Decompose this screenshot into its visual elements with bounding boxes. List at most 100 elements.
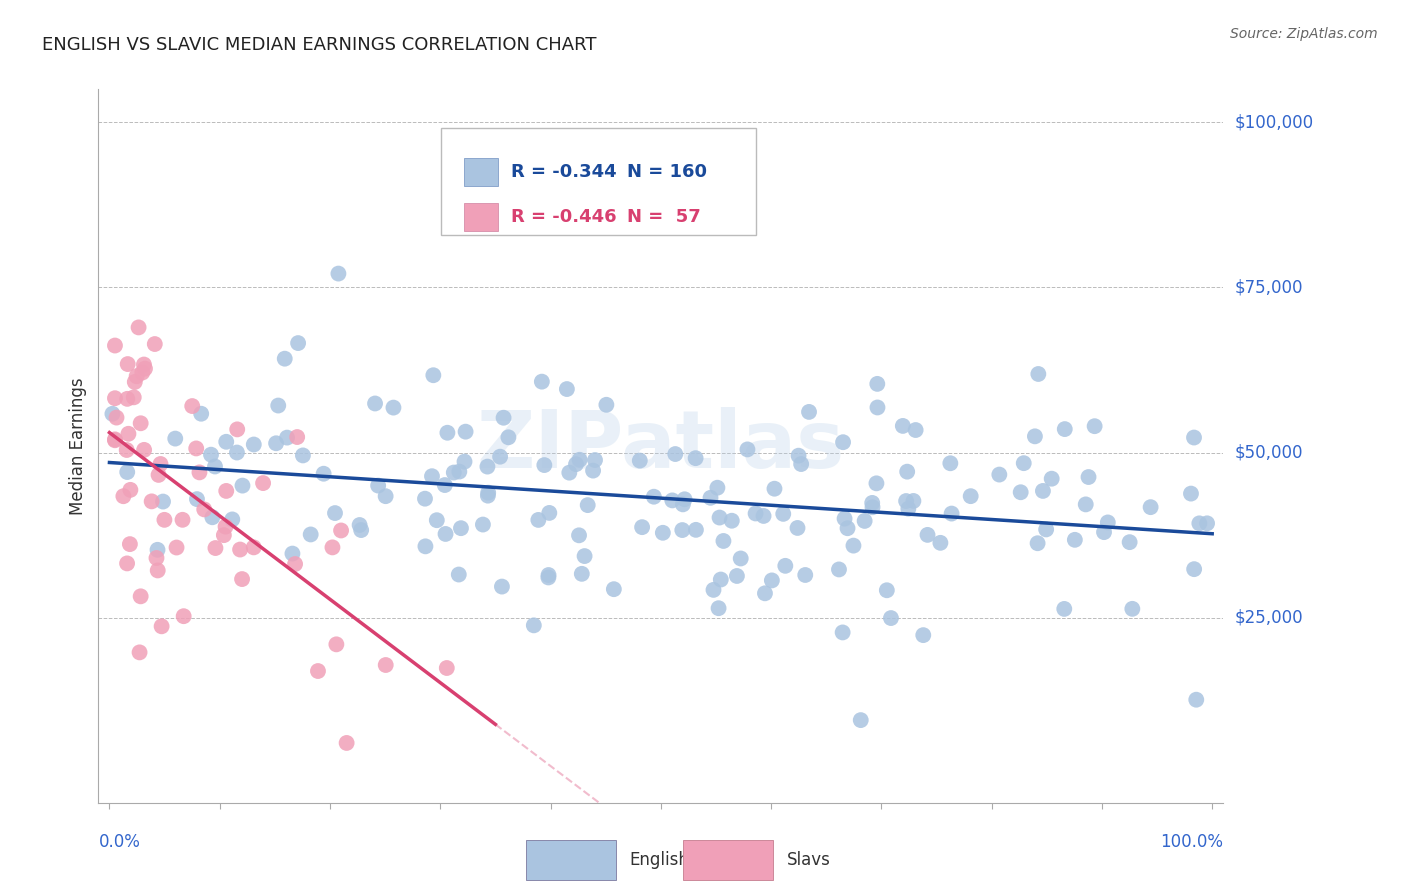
Text: N = 160: N = 160 bbox=[627, 163, 707, 181]
Point bbox=[849, 713, 872, 727]
Point bbox=[433, 478, 456, 492]
Point bbox=[166, 541, 188, 555]
Point bbox=[312, 467, 335, 481]
Point bbox=[912, 628, 935, 642]
Point bbox=[763, 482, 786, 496]
Point bbox=[865, 476, 887, 491]
Point bbox=[894, 494, 917, 508]
Point bbox=[231, 572, 253, 586]
Point bbox=[828, 562, 851, 576]
Point bbox=[350, 523, 373, 537]
Point bbox=[1118, 535, 1140, 549]
Point bbox=[231, 478, 253, 492]
Point bbox=[201, 510, 224, 524]
Text: ENGLISH VS SLAVIC MEDIAN EARNINGS CORRELATION CHART: ENGLISH VS SLAVIC MEDIAN EARNINGS CORREL… bbox=[42, 36, 596, 54]
Point bbox=[186, 492, 208, 507]
Point bbox=[143, 337, 166, 351]
Point bbox=[204, 459, 226, 474]
Point bbox=[1028, 367, 1050, 381]
Text: English: English bbox=[630, 851, 689, 869]
Point bbox=[834, 511, 856, 525]
Point bbox=[422, 368, 444, 383]
Point bbox=[628, 453, 651, 467]
Point bbox=[212, 528, 235, 542]
Point bbox=[555, 382, 578, 396]
Point bbox=[831, 625, 853, 640]
Point bbox=[498, 430, 520, 444]
Text: R = -0.446: R = -0.446 bbox=[512, 208, 617, 226]
Point bbox=[117, 357, 139, 371]
Point bbox=[537, 570, 560, 584]
Point bbox=[837, 521, 859, 535]
Point bbox=[117, 392, 139, 406]
Point bbox=[104, 391, 127, 405]
Point bbox=[190, 407, 212, 421]
Point bbox=[122, 390, 145, 404]
Point bbox=[291, 449, 314, 463]
Point bbox=[725, 569, 748, 583]
Point bbox=[152, 494, 174, 508]
Point bbox=[118, 537, 141, 551]
Point bbox=[1188, 516, 1211, 531]
Point bbox=[252, 476, 274, 491]
Point bbox=[754, 586, 776, 600]
Point bbox=[1010, 485, 1032, 500]
Point bbox=[307, 664, 329, 678]
Point bbox=[568, 452, 591, 467]
Point bbox=[1121, 602, 1143, 616]
Point bbox=[797, 405, 820, 419]
Point bbox=[664, 447, 686, 461]
Point bbox=[891, 418, 914, 433]
Point bbox=[1063, 533, 1085, 547]
Point bbox=[730, 551, 752, 566]
Point bbox=[702, 582, 724, 597]
Point bbox=[1097, 516, 1119, 530]
Text: R = -0.344: R = -0.344 bbox=[512, 163, 617, 181]
Point bbox=[775, 558, 797, 573]
Bar bbox=[526, 840, 616, 880]
Point bbox=[491, 580, 513, 594]
Point bbox=[128, 320, 150, 334]
Point bbox=[323, 506, 346, 520]
Point bbox=[761, 574, 783, 588]
Text: Slavs: Slavs bbox=[787, 851, 831, 869]
Text: $25,000: $25,000 bbox=[1234, 609, 1303, 627]
Point bbox=[1077, 470, 1099, 484]
Point bbox=[1182, 431, 1205, 445]
Point bbox=[530, 375, 553, 389]
Point bbox=[661, 493, 683, 508]
Point bbox=[215, 434, 238, 449]
Point bbox=[790, 457, 813, 471]
Point bbox=[772, 507, 794, 521]
Point bbox=[226, 445, 249, 459]
Point bbox=[129, 590, 152, 604]
Point bbox=[413, 491, 436, 506]
Point bbox=[794, 568, 817, 582]
Point bbox=[866, 401, 889, 415]
Point bbox=[917, 528, 939, 542]
Point bbox=[242, 541, 264, 555]
Point bbox=[132, 358, 155, 372]
Point bbox=[595, 398, 617, 412]
Point bbox=[124, 375, 146, 389]
Point bbox=[150, 619, 173, 633]
Point bbox=[243, 437, 266, 451]
Point bbox=[149, 457, 172, 471]
Point bbox=[443, 466, 465, 480]
Point bbox=[284, 557, 307, 571]
Point bbox=[299, 527, 322, 541]
Point bbox=[336, 736, 359, 750]
Point bbox=[186, 442, 208, 456]
Point bbox=[420, 469, 443, 483]
Point bbox=[1084, 419, 1107, 434]
Point bbox=[1026, 536, 1049, 550]
Point bbox=[285, 430, 308, 444]
Point bbox=[349, 518, 371, 533]
Point bbox=[527, 513, 550, 527]
Point bbox=[173, 609, 195, 624]
Point bbox=[643, 490, 665, 504]
Point bbox=[842, 539, 865, 553]
Point bbox=[941, 507, 963, 521]
Point bbox=[672, 497, 695, 511]
Point bbox=[651, 525, 673, 540]
